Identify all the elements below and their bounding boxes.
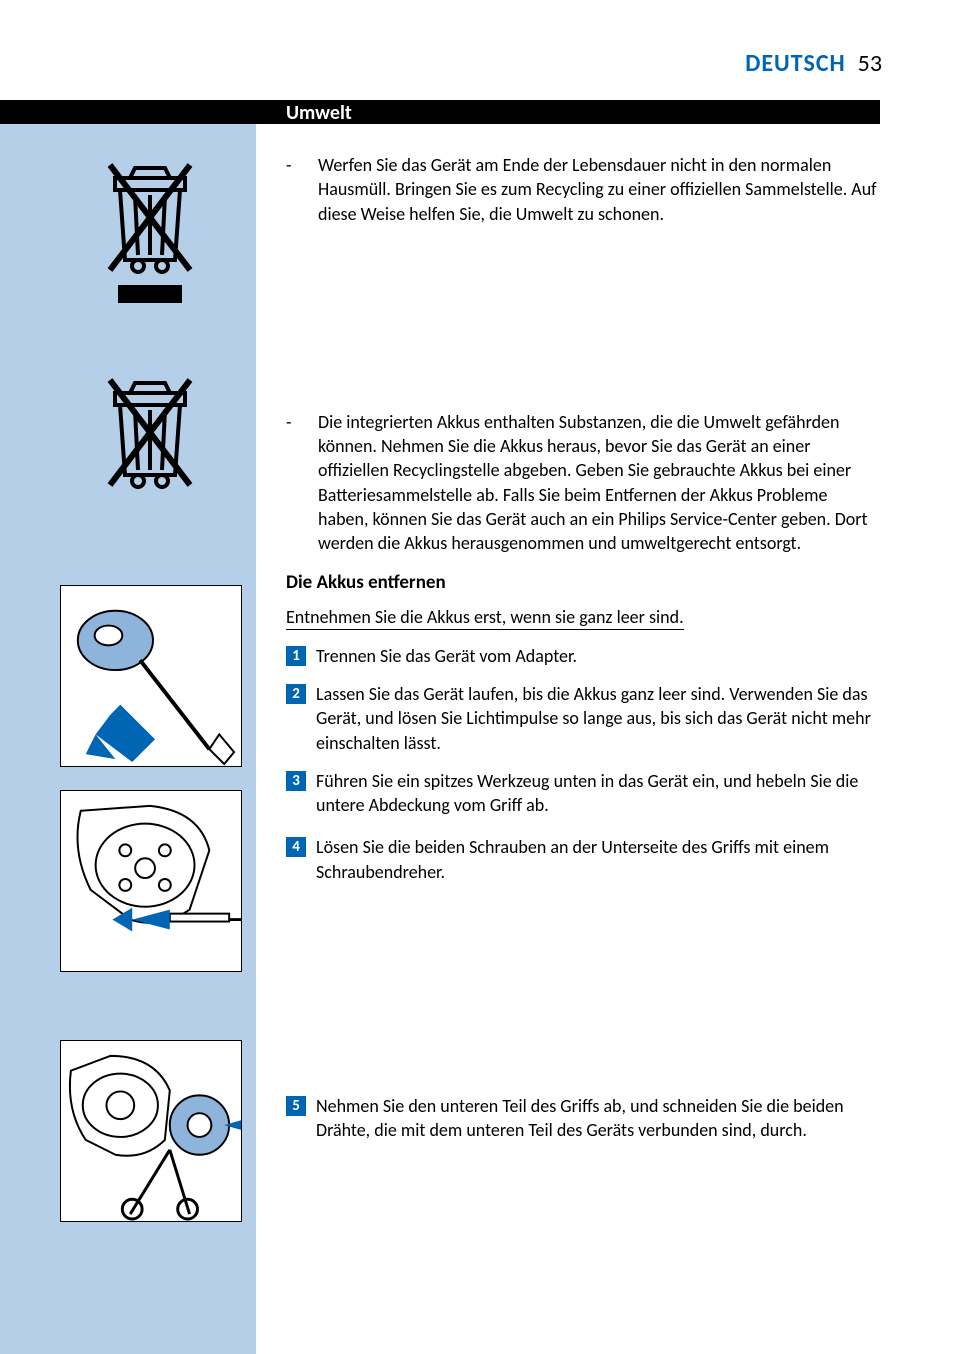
step-number: 2 <box>286 684 306 704</box>
step-item: 2 Lassen Sie das Gerät laufen, bis die A… <box>286 682 880 755</box>
main-content: Umwelt - Werfen Sie das Gerät am Ende de… <box>286 100 880 1157</box>
step-item: 1 Trennen Sie das Gerät vom Adapter. <box>286 644 880 668</box>
step-number: 4 <box>286 837 306 857</box>
step-text: Nehmen Sie den unteren Teil des Griffs a… <box>316 1094 880 1143</box>
section-title: Umwelt <box>286 100 880 131</box>
underline-note-wrap: Entnehmen Sie die Akkus erst, wenn sie g… <box>286 605 880 629</box>
step-number: 3 <box>286 771 306 791</box>
steps-list: 1 Trennen Sie das Gerät vom Adapter. 2 L… <box>286 644 880 1143</box>
sub-heading: Die Akkus entfernen <box>286 570 880 596</box>
device-pry-icon <box>60 585 242 767</box>
step-item: 5 Nehmen Sie den unteren Teil des Griffs… <box>286 1094 880 1143</box>
step-item: 3 Führen Sie ein spitzes Werkzeug unten … <box>286 769 880 818</box>
step-text: Trennen Sie das Gerät vom Adapter. <box>316 644 880 668</box>
bullet-item: - Die integrierten Akkus enthalten Subst… <box>286 410 880 556</box>
step-item: 4 Lösen Sie die beiden Schrauben an der … <box>286 835 880 884</box>
step-number: 1 <box>286 646 306 666</box>
page-header: DEUTSCH 53 <box>745 48 882 80</box>
bullet-dash: - <box>286 153 318 226</box>
bullet-text: Die integrierten Akkus enthalten Substan… <box>318 410 880 556</box>
device-cut-wires-icon <box>60 1040 242 1222</box>
bullet-dash: - <box>286 410 318 556</box>
weee-bin-bar-icon <box>60 140 242 322</box>
page-number: 53 <box>858 49 882 78</box>
device-screws-icon <box>60 790 242 972</box>
step-text: Lösen Sie die beiden Schrauben an der Un… <box>316 835 880 884</box>
step-number: 5 <box>286 1096 306 1116</box>
bullet-item: - Werfen Sie das Gerät am Ende der Leben… <box>286 153 880 226</box>
step-text: Lassen Sie das Gerät laufen, bis die Akk… <box>316 682 880 755</box>
bullet-text: Werfen Sie das Gerät am Ende der Lebensd… <box>318 153 880 226</box>
language-label: DEUTSCH <box>745 49 845 78</box>
underline-note: Entnehmen Sie die Akkus erst, wenn sie g… <box>286 606 684 630</box>
weee-bin-icon <box>60 365 242 515</box>
step-text: Führen Sie ein spitzes Werkzeug unten in… <box>316 769 880 818</box>
